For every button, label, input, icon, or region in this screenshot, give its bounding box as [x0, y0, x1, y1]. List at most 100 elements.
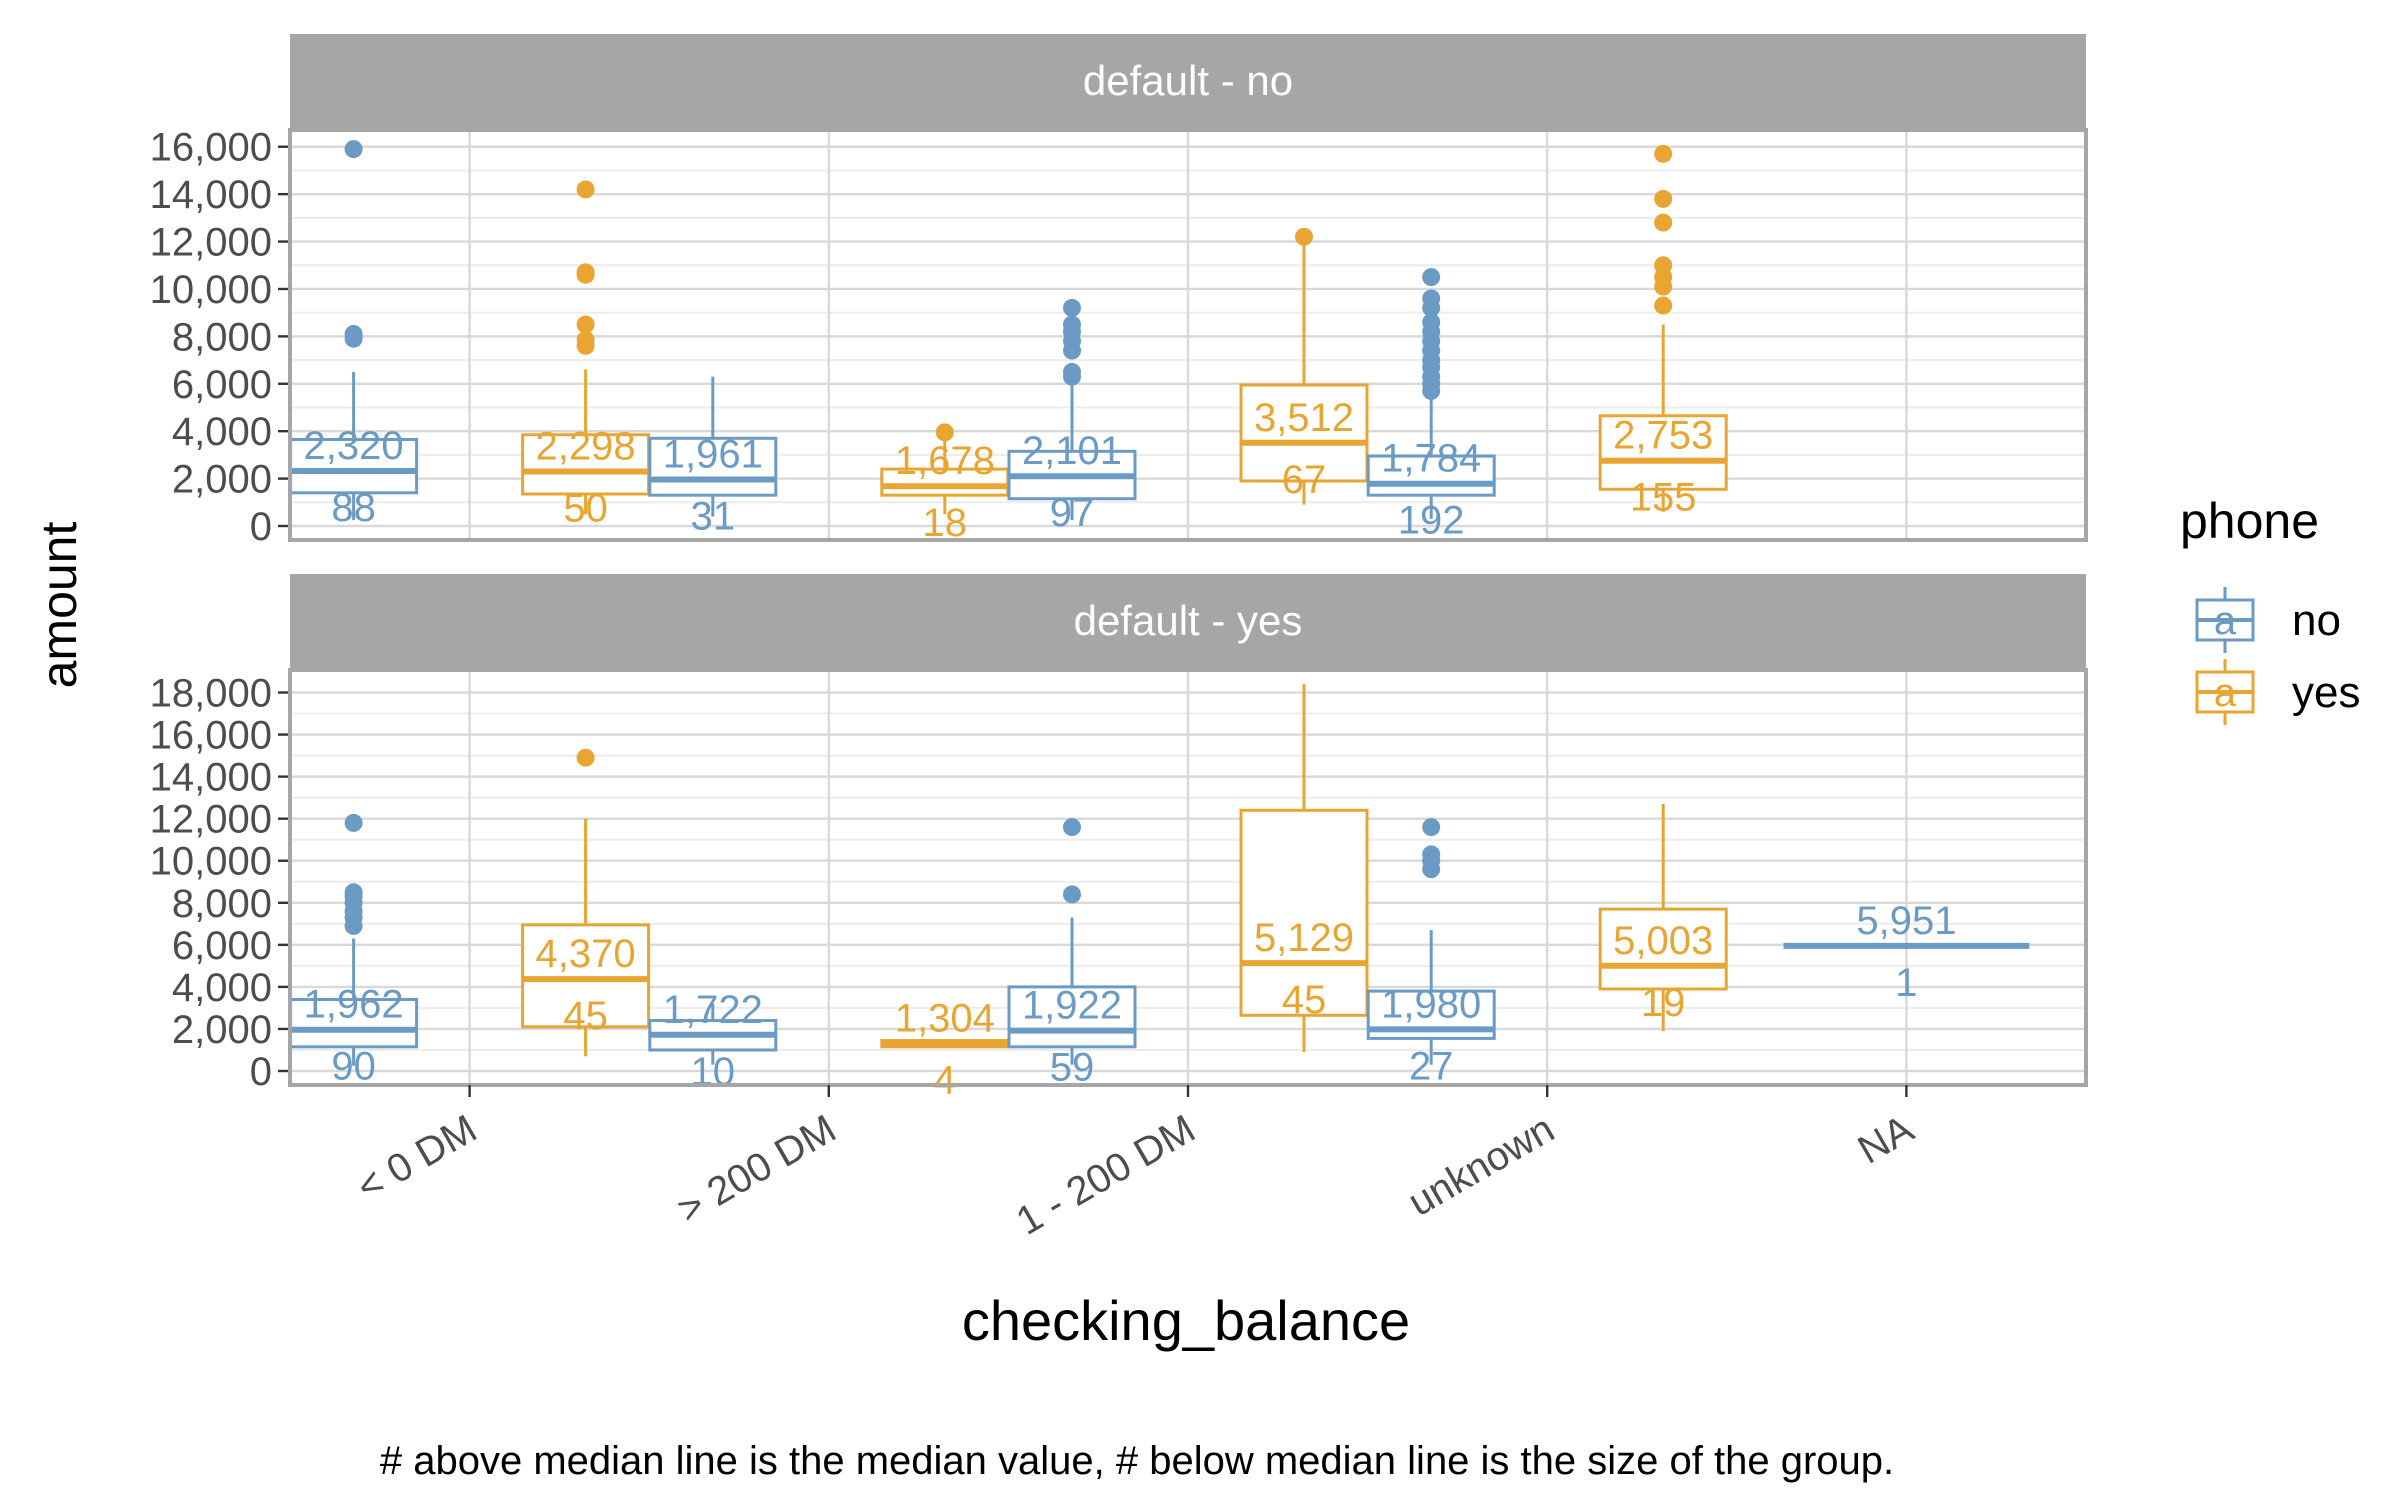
median-value-label: 1,980 [1381, 982, 1481, 1026]
outlier-point [576, 330, 595, 349]
median-value-label: 1,922 [1022, 984, 1122, 1028]
y-tick-label: 6,000 [172, 363, 272, 407]
outlier-point [576, 315, 595, 334]
group-size-label: 50 [563, 487, 608, 531]
y-tick-label: 16,000 [150, 126, 272, 170]
box--200-dm-no: 1,961 31 [648, 376, 778, 539]
y-tick-label: 8,000 [172, 315, 272, 359]
facet-strip [290, 34, 2086, 128]
box--0-dm-yes: 2,298 50 [521, 180, 651, 531]
group-size-label: 88 [331, 486, 376, 530]
box-body [289, 998, 419, 1049]
median-value-label: 1,304 [895, 997, 995, 1041]
y-tick-label: 2,000 [172, 1008, 272, 1052]
y-tick-label: 4,000 [172, 410, 272, 454]
outlier-point [1654, 296, 1673, 315]
median-value-label: 2,753 [1613, 414, 1713, 458]
median-value-label: 5,951 [1856, 899, 1956, 943]
outlier-point [344, 883, 363, 902]
median-value-label: 5,003 [1613, 919, 1713, 963]
outlier-point [1654, 256, 1673, 275]
legend: phone a no a yes [2180, 493, 2360, 725]
group-size-label: 45 [1282, 978, 1327, 1022]
median-value-label: 2,320 [304, 424, 404, 468]
outlier-point [1654, 144, 1673, 163]
facet-strip-label: default - yes [1074, 597, 1303, 644]
group-size-label: 59 [1050, 1046, 1095, 1090]
outlier-point [935, 423, 954, 442]
median-value-label: 4,370 [536, 932, 636, 976]
y-tick-label: 10,000 [150, 268, 272, 312]
group-size-label: 90 [331, 1045, 376, 1089]
y-tick-label: 18,000 [150, 672, 272, 716]
median-value-label: 2,101 [1022, 429, 1122, 473]
box-body [1598, 414, 1728, 491]
median-value-label: 1,961 [663, 433, 763, 477]
outlier-point [1654, 213, 1673, 232]
box-body [1239, 808, 1369, 1017]
y-tick-label: 2,000 [172, 458, 272, 502]
box-body [1598, 907, 1728, 991]
median-value-label: 3,512 [1254, 396, 1354, 440]
legend-entry-label: yes [2292, 668, 2360, 717]
group-size-label: 31 [691, 495, 736, 539]
box--200-dm-no: 1,722 10 [648, 988, 778, 1094]
outlier-point [1295, 227, 1313, 246]
outlier-point [344, 140, 363, 159]
box-body [289, 437, 419, 495]
legend-key-glyph: a [2214, 671, 2237, 715]
legend-entries: a no a yes [2195, 587, 2360, 725]
outlier-point [1063, 362, 1081, 381]
box-1-200-dm-yes: 5,129 45 [1239, 684, 1369, 1053]
box-na-no: 5,951 1 [1783, 899, 2030, 1005]
y-tick-label: 14,000 [150, 756, 272, 800]
box-body [1239, 383, 1369, 483]
legend-entry-label: no [2292, 596, 2341, 645]
group-size-label: 155 [1630, 476, 1697, 520]
box-1-200-dm-no: 1,922 59 [1007, 818, 1137, 1090]
outlier-point [344, 325, 363, 343]
box-body [521, 923, 651, 1029]
outlier-point [1422, 845, 1441, 864]
outlier-point [1654, 189, 1673, 208]
box-1-200-dm-no: 2,101 97 [1007, 298, 1137, 535]
outlier-point [1063, 298, 1081, 317]
panel-border [288, 128, 2088, 542]
box--0-dm-yes: 4,370 45 [521, 748, 651, 1057]
y-tick-label: 16,000 [150, 714, 272, 758]
y-tick-label: 0 [250, 1050, 272, 1094]
outlier-point [344, 813, 363, 832]
box--0-dm-no: 1,962 90 [289, 813, 419, 1089]
outlier-point [1063, 818, 1081, 837]
y-tick-label: 0 [250, 505, 272, 549]
group-size-label: 18 [923, 501, 968, 545]
outlier-point [1422, 313, 1441, 332]
group-size-label: 67 [1282, 458, 1327, 502]
facet-strip-label: default - no [1083, 57, 1293, 104]
median-value-label: 1,962 [304, 983, 404, 1027]
box-body [1366, 454, 1496, 497]
median-value-label: 5,129 [1254, 916, 1354, 960]
group-size-label: 97 [1050, 491, 1095, 535]
y-tick-label: 6,000 [172, 924, 272, 968]
box-body [648, 436, 778, 497]
median-value-label: 1,784 [1381, 437, 1481, 481]
median-value-label: 2,298 [536, 425, 636, 469]
outlier-point [576, 263, 595, 282]
x-axis-title: checking_balance [962, 1289, 1410, 1352]
legend-key-glyph: a [2214, 599, 2237, 643]
y-tick-label: 14,000 [150, 173, 272, 217]
group-size-label: 4 [934, 1059, 956, 1103]
y-tick-label: 12,000 [150, 798, 272, 842]
outlier-point [576, 748, 595, 767]
box-unknown-yes: 5,003 19 [1598, 803, 1728, 1032]
y-tick-label: 8,000 [172, 882, 272, 926]
box-unknown-no: 1,980 27 [1366, 818, 1496, 1088]
legend-entry-yes: a yes [2195, 659, 2360, 725]
facet-strip [290, 574, 2086, 668]
box-unknown-no: 1,784 192 [1366, 268, 1496, 543]
group-size-label: 45 [563, 994, 608, 1038]
facet-panel-2: default - yes 02,0004,0006,0008,00010,000… [150, 574, 2088, 1103]
facets-layer: default - no02,0004,0006,0008,00010,0001… [150, 34, 2088, 1103]
y-tick-label: 4,000 [172, 966, 272, 1010]
